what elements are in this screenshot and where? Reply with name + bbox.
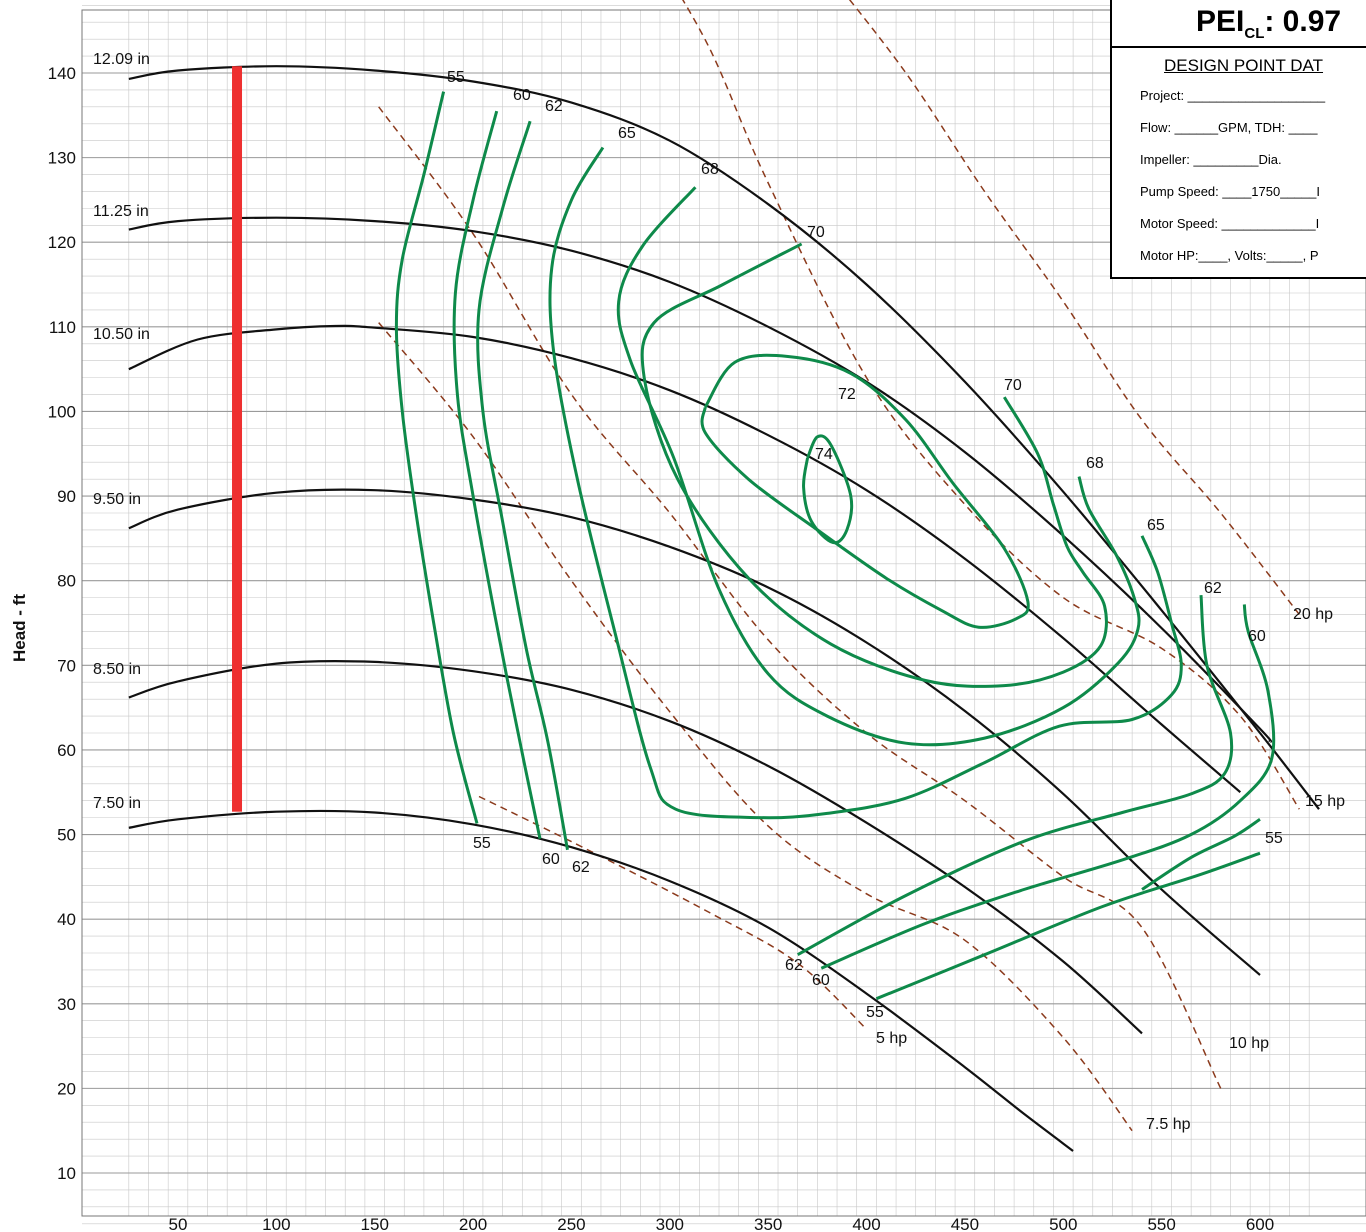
efficiency-contour-72 xyxy=(700,353,1030,629)
chart-grid xyxy=(81,5,1366,1225)
y-axis-label: Head - ft xyxy=(10,594,29,662)
impeller-label: 12.09 in xyxy=(93,51,150,68)
x-tick-label: 150 xyxy=(361,1215,389,1232)
design-point-data-box: PEICL: 0.97 DESIGN POINT DAT Project: __… xyxy=(1110,0,1366,279)
efficiency-contour-55 xyxy=(875,851,1261,1001)
design-point-row: Motor Speed: _____________I xyxy=(1140,216,1320,231)
impeller-curve-10-50-in xyxy=(128,324,1242,794)
power-line-5-hp xyxy=(478,795,868,1030)
efficiency-contour-65 xyxy=(548,146,1183,820)
x-tick-label: 200 xyxy=(459,1215,487,1232)
impeller-label: 11.25 in xyxy=(93,203,149,220)
y-tick-label: 40 xyxy=(57,910,76,929)
power-lines xyxy=(378,0,1300,1132)
operating-range-marker xyxy=(232,66,243,812)
power-line-15-hp xyxy=(682,0,1300,810)
x-tick-label: 100 xyxy=(262,1215,290,1232)
impeller-curve-9-50-in xyxy=(128,488,1261,976)
efficiency-label: 74 xyxy=(815,446,833,463)
y-tick-label: 50 xyxy=(57,826,76,845)
efficiency-contour-55 xyxy=(1141,818,1261,891)
pei-value: PEICL: 0.97 xyxy=(1112,0,1366,48)
x-tick-label: 450 xyxy=(951,1215,979,1232)
chart-labels: 12.09 in 11.25 in 10.50 in 9.50 in 8.50 in 7.… xyxy=(93,51,1345,1133)
efficiency-label: 62 xyxy=(545,98,563,115)
design-point-row: Impeller: _________Dia. xyxy=(1140,152,1282,167)
y-tick-label: 30 xyxy=(57,995,76,1014)
y-tick-label: 100 xyxy=(48,402,76,421)
efficiency-label: 65 xyxy=(1147,517,1165,534)
efficiency-contours xyxy=(394,91,1276,1001)
efficiency-label: 55 xyxy=(866,1004,884,1021)
power-label: 7.5 hp xyxy=(1146,1116,1191,1133)
efficiency-contour-60 xyxy=(820,604,1276,970)
efficiency-label: 60 xyxy=(513,87,531,104)
impeller-label: 9.50 in xyxy=(93,491,141,508)
x-tick-label: 300 xyxy=(656,1215,684,1232)
impeller-label: 8.50 in xyxy=(93,661,141,678)
efficiency-contour-60 xyxy=(452,110,542,840)
efficiency-contour-62 xyxy=(476,120,569,851)
y-tick-label: 80 xyxy=(57,572,76,591)
y-tick-label: 130 xyxy=(48,149,76,168)
impeller-curve-7-50-in xyxy=(128,809,1074,1152)
efficiency-label: 70 xyxy=(1004,377,1022,394)
efficiency-label: 72 xyxy=(838,386,856,403)
power-label: 15 hp xyxy=(1305,793,1345,810)
x-tick-label: 600 xyxy=(1246,1215,1274,1232)
impeller-curve-11-25-in xyxy=(128,216,1273,743)
y-tick-label: 10 xyxy=(57,1164,76,1183)
y-tick-label: 110 xyxy=(49,318,76,337)
x-tick-label: 50 xyxy=(169,1215,188,1232)
y-tick-label: 60 xyxy=(57,741,76,760)
efficiency-contour-55 xyxy=(394,91,479,824)
efficiency-contour-74 xyxy=(802,434,854,545)
design-point-row: Project: ___________________ xyxy=(1140,88,1326,103)
efficiency-label: 60 xyxy=(812,972,830,989)
efficiency-label: 70 xyxy=(807,224,825,241)
x-tick-label: 550 xyxy=(1147,1215,1175,1232)
power-label: 20 hp xyxy=(1293,606,1333,623)
efficiency-label: 68 xyxy=(701,161,719,178)
x-tick-label: 400 xyxy=(852,1215,880,1232)
y-tick-label: 90 xyxy=(57,487,76,506)
plot-border xyxy=(81,9,1366,1217)
efficiency-label: 60 xyxy=(1248,628,1266,645)
impeller-curve-12-09-in xyxy=(128,65,1320,810)
operating-range-bar xyxy=(232,66,243,812)
efficiency-contour-62 xyxy=(796,594,1234,957)
chart-axes: 50 100 150 200 250 300 350 400 450 500 550 600 10 20 3… xyxy=(48,64,1275,1232)
x-tick-label: 350 xyxy=(754,1215,782,1232)
efficiency-label: 68 xyxy=(1086,455,1104,472)
efficiency-label: 62 xyxy=(572,859,590,876)
impeller-label: 7.50 in xyxy=(93,795,141,812)
efficiency-label: 55 xyxy=(447,69,465,86)
y-tick-label: 20 xyxy=(57,1079,76,1098)
design-point-row: Flow: ______GPM, TDH: ____ xyxy=(1140,120,1318,135)
design-point-rows: Project: ___________________ Flow: ______… xyxy=(1112,80,1366,272)
impeller-curves xyxy=(128,65,1320,1152)
power-label: 10 hp xyxy=(1229,1035,1269,1052)
impeller-curve-8-50-in xyxy=(128,659,1143,1035)
efficiency-contour-68 xyxy=(616,186,1141,747)
efficiency-label: 62 xyxy=(1204,580,1222,597)
design-point-row: Pump Speed: ____1750_____I xyxy=(1140,184,1320,199)
efficiency-contour-70 xyxy=(640,242,1108,688)
x-tick-label: 250 xyxy=(557,1215,585,1232)
design-point-title: DESIGN POINT DAT xyxy=(1164,56,1324,75)
y-tick-label: 70 xyxy=(57,656,76,675)
y-tick-label: 140 xyxy=(48,64,76,83)
impeller-label: 10.50 in xyxy=(93,326,150,343)
efficiency-label: 55 xyxy=(473,835,491,852)
efficiency-label: 60 xyxy=(542,851,560,868)
y-tick-label: 120 xyxy=(48,233,76,252)
design-point-row: Motor HP:____, Volts:_____, P xyxy=(1140,248,1319,263)
efficiency-label: 65 xyxy=(618,125,636,142)
efficiency-label: 55 xyxy=(1265,830,1283,847)
power-label: 5 hp xyxy=(876,1030,907,1047)
efficiency-label: 62 xyxy=(785,957,803,974)
x-tick-label: 500 xyxy=(1049,1215,1077,1232)
power-line-7-5-hp xyxy=(378,322,1133,1132)
